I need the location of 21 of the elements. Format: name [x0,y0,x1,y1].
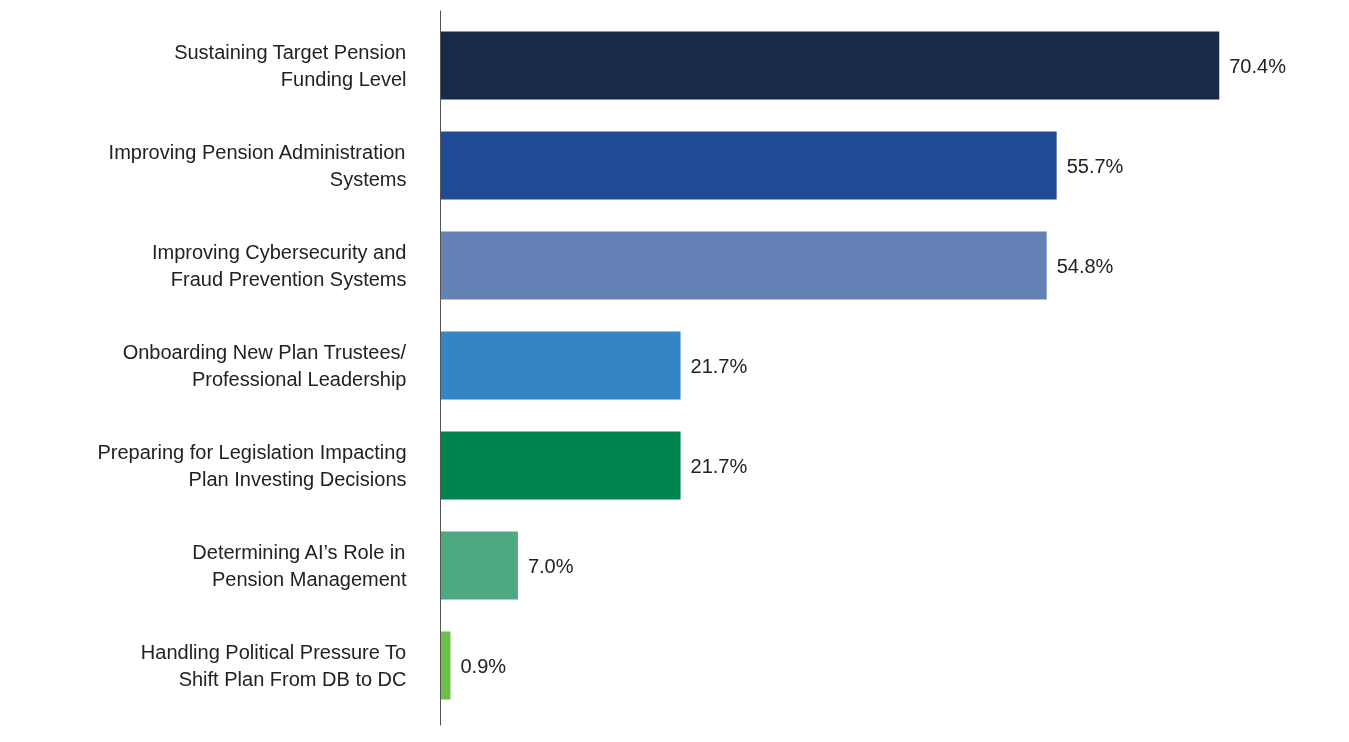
bar [440,31,1220,100]
bar [440,131,1057,200]
bar [440,231,1047,300]
data-label: 55.7% [1066,154,1124,177]
data-label: 0.9% [460,654,507,677]
data-label: 54.8% [1056,254,1114,277]
y-tick-label: Determining AI’s Role in Pension Management [192,541,407,590]
y-tick-label: Improving Pension Administration Systems [108,141,407,190]
data-label: 21.7% [690,354,748,377]
data-label: 21.7% [690,454,748,477]
bar [440,531,518,600]
data-label: 7.0% [527,554,574,577]
bar [440,331,681,400]
bar [440,631,451,700]
y-tick-label: Handling Political Pressure To Shift Plan From DB to DC [140,641,407,690]
data-label: 70.4% [1229,54,1287,77]
bar [440,431,681,500]
y-tick-label: Preparing for Legislation Impacting Plan Investing Decisions [97,441,407,490]
y-tick-label: Sustaining Target Pension Funding Level [174,41,407,90]
y-tick-label: Onboarding New Plan Trustees/ Professional Leadership [122,341,407,390]
y-tick-label: Improving Cybersecurity and Fraud Prevention Systems [151,241,407,290]
